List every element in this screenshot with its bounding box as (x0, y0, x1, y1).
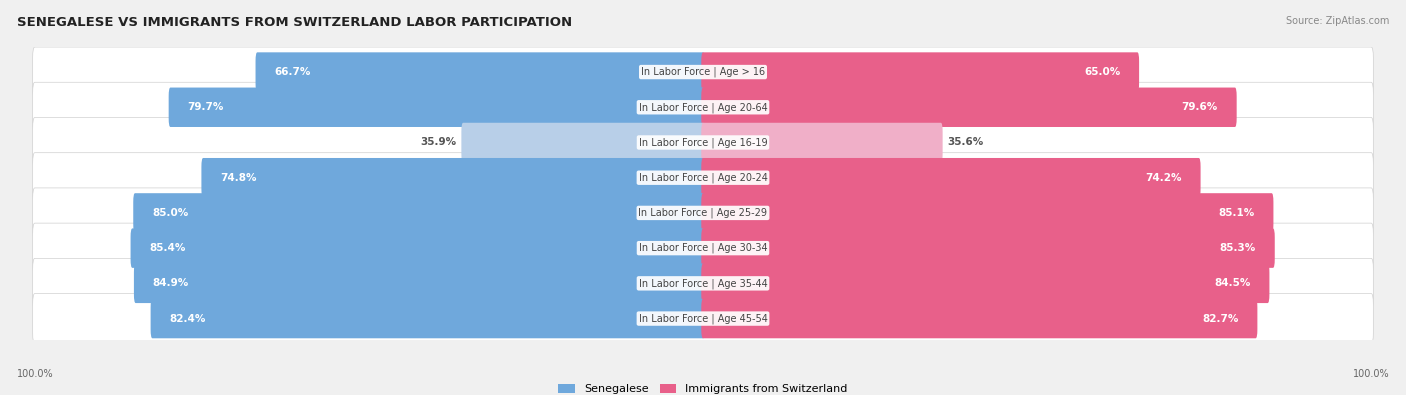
FancyBboxPatch shape (32, 153, 1374, 203)
Text: 84.9%: 84.9% (153, 278, 190, 288)
Text: 66.7%: 66.7% (274, 67, 311, 77)
FancyBboxPatch shape (131, 228, 704, 268)
Text: 65.0%: 65.0% (1084, 67, 1121, 77)
Text: 84.5%: 84.5% (1215, 278, 1250, 288)
FancyBboxPatch shape (461, 123, 704, 162)
Text: In Labor Force | Age 20-24: In Labor Force | Age 20-24 (638, 173, 768, 183)
Text: 85.1%: 85.1% (1218, 208, 1254, 218)
Text: 100.0%: 100.0% (1353, 369, 1389, 379)
Text: In Labor Force | Age 16-19: In Labor Force | Age 16-19 (638, 137, 768, 148)
Text: In Labor Force | Age 25-29: In Labor Force | Age 25-29 (638, 208, 768, 218)
Text: 79.6%: 79.6% (1181, 102, 1218, 112)
Text: SENEGALESE VS IMMIGRANTS FROM SWITZERLAND LABOR PARTICIPATION: SENEGALESE VS IMMIGRANTS FROM SWITZERLAN… (17, 16, 572, 29)
Text: In Labor Force | Age 45-54: In Labor Force | Age 45-54 (638, 313, 768, 324)
FancyBboxPatch shape (201, 158, 704, 198)
Text: 74.2%: 74.2% (1144, 173, 1181, 183)
FancyBboxPatch shape (702, 52, 1139, 92)
Legend: Senegalese, Immigrants from Switzerland: Senegalese, Immigrants from Switzerland (554, 379, 852, 395)
FancyBboxPatch shape (32, 47, 1374, 97)
FancyBboxPatch shape (32, 223, 1374, 273)
FancyBboxPatch shape (134, 263, 704, 303)
Text: Source: ZipAtlas.com: Source: ZipAtlas.com (1285, 16, 1389, 26)
FancyBboxPatch shape (32, 258, 1374, 308)
FancyBboxPatch shape (702, 88, 1237, 127)
Text: 100.0%: 100.0% (17, 369, 53, 379)
FancyBboxPatch shape (256, 52, 704, 92)
FancyBboxPatch shape (32, 82, 1374, 132)
Text: 82.7%: 82.7% (1202, 314, 1239, 324)
FancyBboxPatch shape (150, 299, 704, 338)
FancyBboxPatch shape (32, 293, 1374, 344)
Text: 85.4%: 85.4% (149, 243, 186, 253)
FancyBboxPatch shape (702, 158, 1201, 198)
Text: 82.4%: 82.4% (170, 314, 205, 324)
FancyBboxPatch shape (702, 299, 1257, 338)
Text: In Labor Force | Age 20-64: In Labor Force | Age 20-64 (638, 102, 768, 113)
FancyBboxPatch shape (702, 228, 1275, 268)
FancyBboxPatch shape (702, 123, 942, 162)
FancyBboxPatch shape (32, 188, 1374, 238)
FancyBboxPatch shape (702, 193, 1274, 233)
Text: 85.3%: 85.3% (1219, 243, 1256, 253)
Text: In Labor Force | Age > 16: In Labor Force | Age > 16 (641, 67, 765, 77)
Text: In Labor Force | Age 30-34: In Labor Force | Age 30-34 (638, 243, 768, 253)
Text: 35.9%: 35.9% (420, 137, 456, 147)
FancyBboxPatch shape (169, 88, 704, 127)
Text: In Labor Force | Age 35-44: In Labor Force | Age 35-44 (638, 278, 768, 289)
Text: 35.6%: 35.6% (948, 137, 984, 147)
Text: 85.0%: 85.0% (152, 208, 188, 218)
FancyBboxPatch shape (32, 117, 1374, 167)
Text: 74.8%: 74.8% (221, 173, 257, 183)
FancyBboxPatch shape (134, 193, 704, 233)
Text: 79.7%: 79.7% (187, 102, 224, 112)
FancyBboxPatch shape (702, 263, 1270, 303)
